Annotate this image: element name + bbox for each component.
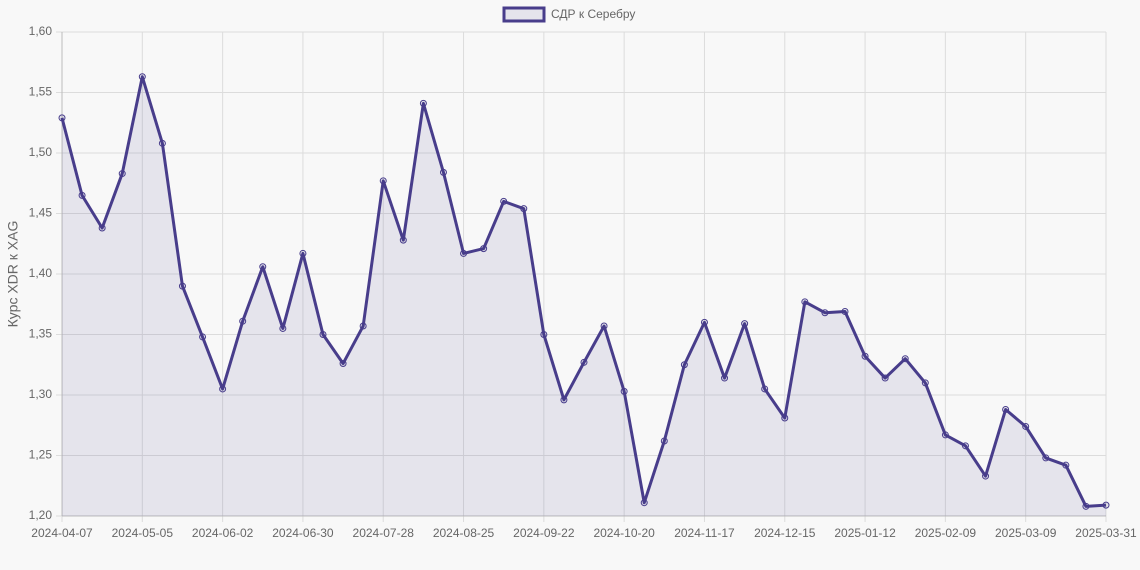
point — [560, 396, 568, 404]
y-tick-label: 1,45 — [29, 206, 53, 220]
point — [279, 324, 287, 332]
point — [399, 236, 407, 244]
x-tick-label: 2024-07-28 — [353, 526, 415, 540]
point — [961, 442, 969, 450]
point — [379, 177, 387, 185]
x-tick-label: 2025-01-12 — [834, 526, 896, 540]
point — [239, 317, 247, 325]
point — [921, 379, 929, 387]
y-tick-label: 1,55 — [29, 85, 53, 99]
point — [1062, 461, 1070, 469]
x-tick-label: 2024-08-25 — [433, 526, 495, 540]
y-axis-label: Курс XDR к XAG — [5, 221, 21, 328]
point — [199, 333, 207, 341]
x-tick-label: 2024-09-22 — [513, 526, 575, 540]
point — [841, 308, 849, 316]
line — [60, 75, 1107, 508]
y-tick-label: 1,25 — [29, 448, 53, 462]
y-tick-label: 1,60 — [29, 24, 53, 38]
point — [660, 437, 668, 445]
x-tick-label: 2024-05-05 — [112, 526, 174, 540]
point — [118, 170, 126, 178]
y-tick-label: 1,35 — [29, 327, 53, 341]
point — [580, 358, 588, 366]
point — [520, 205, 528, 213]
point — [259, 263, 267, 271]
point — [941, 431, 949, 439]
x-tick-label: 2024-06-02 — [192, 526, 254, 540]
point — [500, 197, 508, 205]
point — [1042, 454, 1050, 462]
y-tick-label: 1,20 — [29, 508, 53, 522]
point — [620, 387, 628, 395]
point — [98, 224, 106, 232]
legend-label: СДР к Серебру — [551, 7, 635, 21]
point — [219, 385, 227, 393]
point — [821, 309, 829, 317]
point — [982, 472, 990, 480]
point — [178, 282, 186, 290]
point — [640, 499, 648, 507]
point — [319, 331, 327, 338]
point — [339, 360, 347, 368]
x-tick-label: 2024-04-07 — [31, 526, 93, 540]
point — [700, 318, 708, 326]
point — [138, 73, 146, 81]
x-tick-label: 2025-03-09 — [995, 526, 1057, 540]
x-tick-label: 2024-10-20 — [593, 526, 655, 540]
x-tick-label: 2024-12-15 — [754, 526, 816, 540]
x-tick-label: 2025-03-31 — [1075, 526, 1137, 540]
point — [801, 298, 809, 306]
x-tick-label: 2025-02-09 — [915, 526, 977, 540]
point — [1082, 502, 1090, 510]
y-tick-label: 1,50 — [29, 145, 53, 159]
point — [58, 114, 66, 122]
point — [1002, 406, 1010, 414]
point — [299, 249, 307, 257]
point — [158, 139, 166, 147]
point — [721, 374, 729, 382]
point — [78, 191, 86, 199]
point — [1102, 501, 1110, 509]
point — [1022, 422, 1030, 430]
point — [600, 322, 608, 330]
point — [680, 361, 688, 369]
point — [861, 352, 869, 360]
point — [901, 355, 909, 363]
point — [439, 168, 447, 176]
y-tick-label: 1,40 — [29, 266, 53, 280]
point — [781, 414, 789, 422]
x-tick-label: 2024-11-17 — [674, 526, 735, 540]
point — [460, 249, 468, 257]
point — [419, 99, 427, 107]
point — [741, 320, 749, 328]
point — [480, 245, 488, 253]
y-tick-label: 1,30 — [29, 387, 53, 401]
point — [761, 385, 769, 393]
point — [881, 374, 889, 382]
area — [62, 76, 1106, 517]
legend-swatch — [502, 6, 546, 23]
x-tick-label: 2024-06-30 — [272, 526, 334, 540]
point — [359, 322, 367, 330]
point — [540, 331, 548, 338]
